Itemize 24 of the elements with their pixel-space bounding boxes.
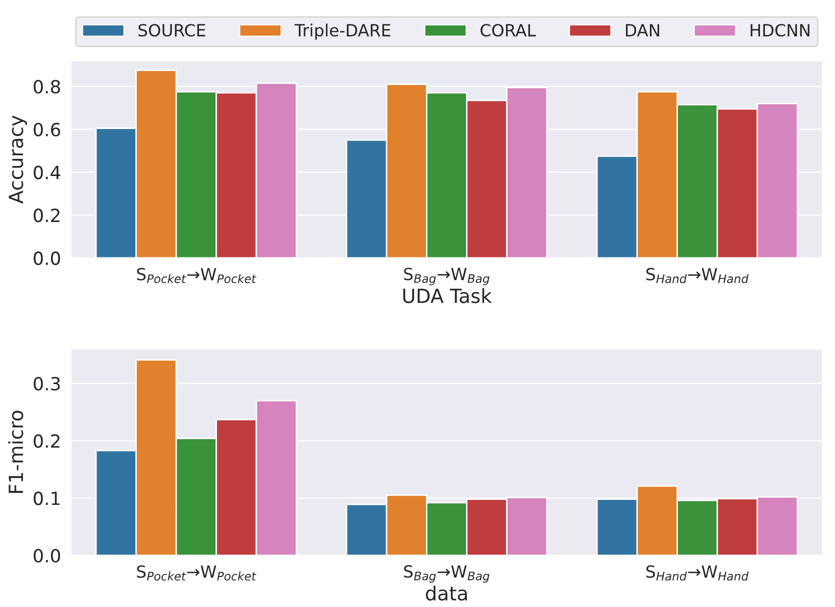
x-tick-label: S$_{Hand}$→W$_{Hand}$ xyxy=(646,565,749,581)
y-axis-title: F1-micro xyxy=(8,410,24,493)
x-tick-label: S$_{Pocket}$→W$_{Pocket}$ xyxy=(137,268,256,284)
y-tick-label: 0.4 xyxy=(34,166,60,180)
legend-label: SOURCE xyxy=(138,24,206,37)
x-tick-label: S$_{Bag}$→W$_{Bag}$ xyxy=(404,565,490,583)
y-tick-label: 0.0 xyxy=(34,251,60,266)
y-tick-label: 0.3 xyxy=(34,376,60,391)
y-tick-label: 0.8 xyxy=(34,80,60,94)
legend-label: DAN xyxy=(626,24,660,36)
x-tick-label: S$_{Bag}$→W$_{Bag}$ xyxy=(404,268,490,286)
legend-label: HDCNN xyxy=(750,24,810,37)
legend-label: Triple-DARE xyxy=(294,24,390,40)
legend-label: CORAL xyxy=(480,24,536,37)
y-tick-label: 0.2 xyxy=(34,208,60,222)
y-axis-title: Accuracy xyxy=(8,116,27,204)
x-tick-label: S$_{Hand}$→W$_{Hand}$ xyxy=(646,268,749,284)
x-tick-label: S$_{Pocket}$→W$_{Pocket}$ xyxy=(137,565,256,581)
y-tick-label: 0.6 xyxy=(34,122,60,136)
y-tick-label: 0.2 xyxy=(34,434,60,448)
x-axis-title: UDA Task xyxy=(403,288,492,304)
y-tick-label: 0.1 xyxy=(34,492,60,506)
x-axis-title: data xyxy=(426,586,467,601)
y-tick-label: 0.0 xyxy=(34,548,60,563)
